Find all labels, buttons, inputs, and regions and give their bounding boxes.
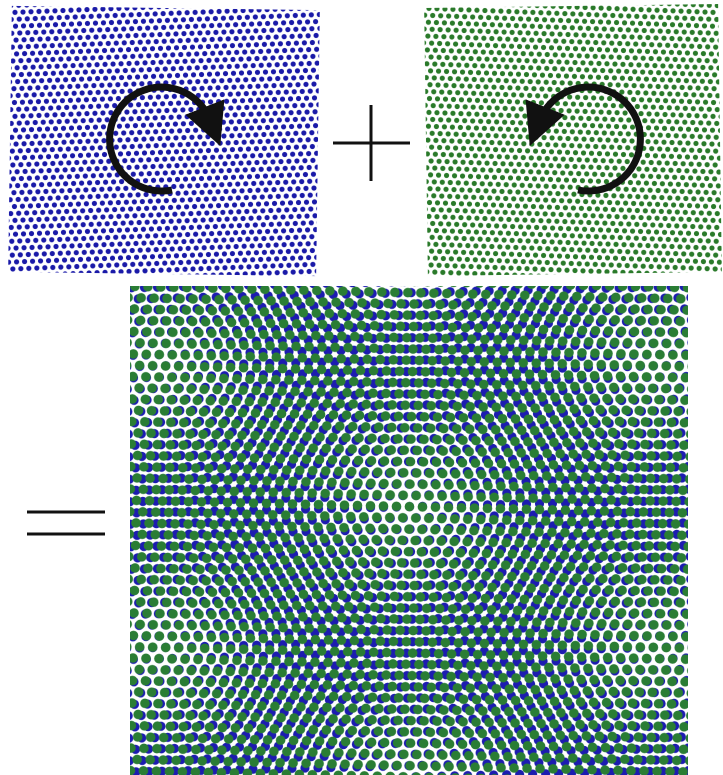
moire-lattice	[130, 286, 688, 775]
plus-sign	[333, 105, 410, 181]
moire-diagram	[0, 0, 723, 775]
blue-lattice	[8, 6, 320, 276]
green-lattice	[424, 4, 722, 276]
equals-sign	[27, 512, 105, 534]
page: {}	[0, 0, 723, 775]
